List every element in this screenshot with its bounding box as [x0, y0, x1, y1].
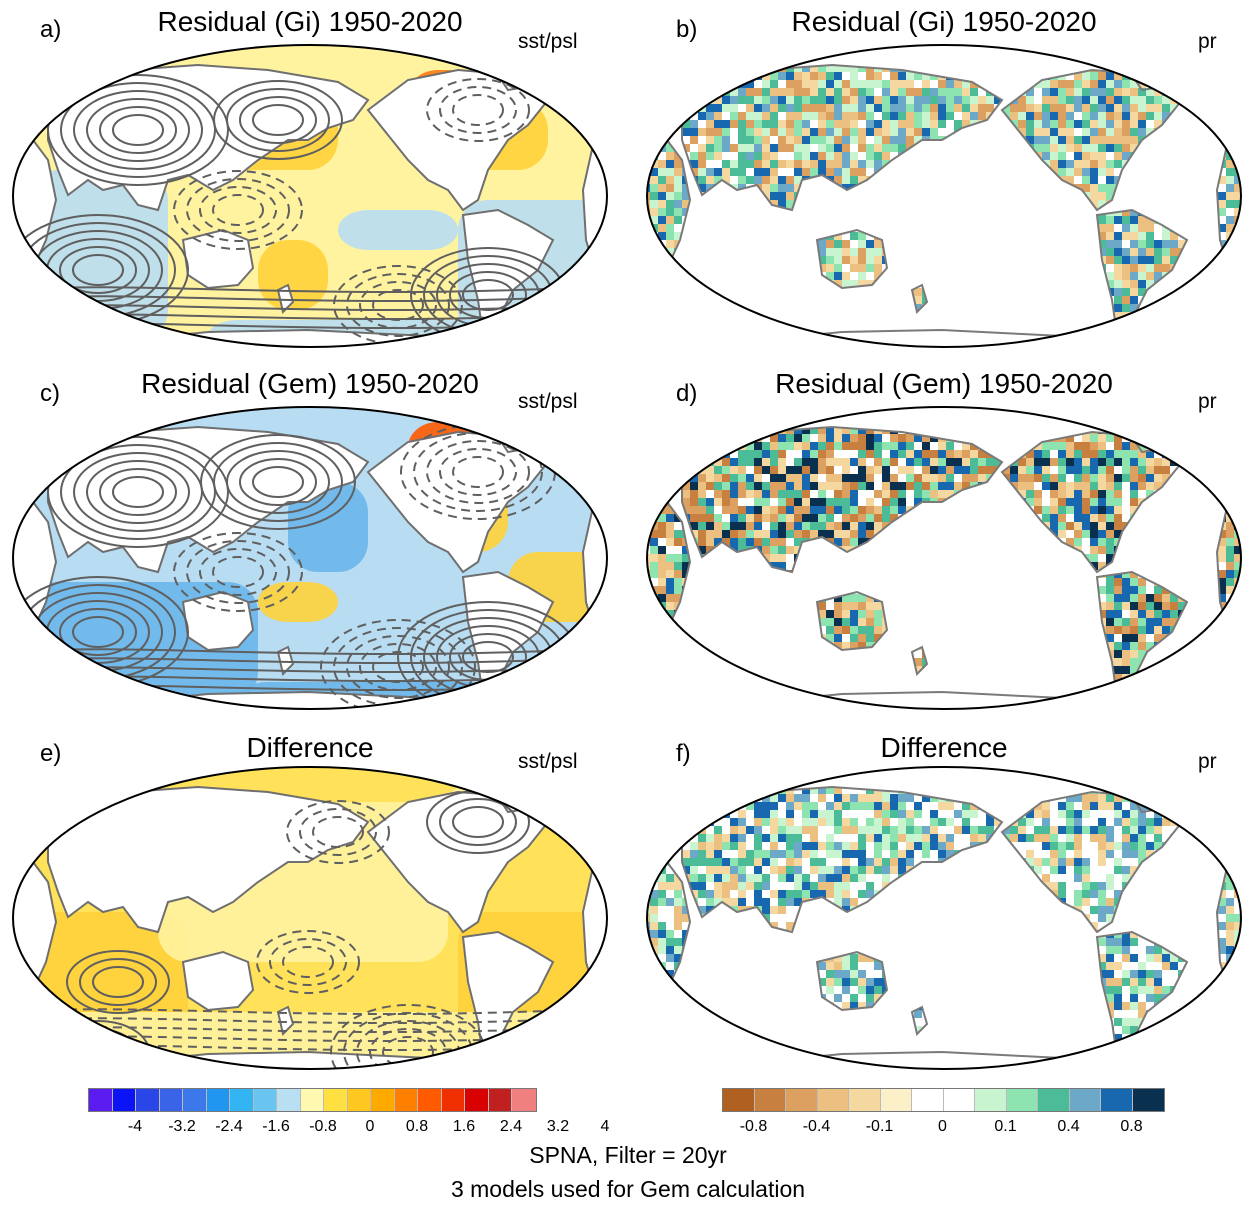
colorbar-swatch — [371, 1089, 395, 1111]
colorbar-swatch — [512, 1089, 536, 1111]
colorbar-swatch — [206, 1089, 230, 1111]
panel-letter: b) — [676, 16, 698, 43]
colorbar-swatch — [159, 1089, 183, 1111]
colorbar-tick-label: -0.1 — [865, 1118, 894, 1135]
colorbar-tick-label: 0.8 — [405, 1118, 429, 1135]
colorbar-swatch — [1101, 1089, 1133, 1111]
colorbar-swatch — [465, 1089, 489, 1111]
panel-variable: sst/psl — [518, 390, 578, 413]
pr-map — [645, 406, 1243, 710]
colorbar-tick-label: 0.4 — [1057, 1118, 1080, 1135]
colorbar-swatch — [880, 1089, 912, 1111]
colorbar-swatch — [723, 1089, 755, 1111]
colorbar-swatch — [817, 1089, 849, 1111]
panel-letter: d) — [676, 380, 698, 407]
colorbar-swatch — [347, 1089, 371, 1111]
sst-colorbar — [88, 1088, 537, 1112]
colorbar-swatch — [1038, 1089, 1070, 1111]
panel-title: Difference — [880, 732, 1008, 763]
panel-letter: e) — [40, 740, 62, 767]
panel-title: Residual (Gi) 1950-2020 — [157, 6, 463, 37]
colorbar-swatch — [394, 1089, 418, 1111]
colorbar-swatch — [136, 1089, 160, 1111]
panel-variable: pr — [1198, 750, 1217, 773]
colorbar-swatch — [943, 1089, 975, 1111]
sst-psl-map — [11, 44, 609, 348]
colorbar-swatch — [277, 1089, 301, 1111]
colorbar-tick-label: 1.6 — [452, 1118, 476, 1135]
footer-line-1: SPNA, Filter = 20yr — [529, 1142, 727, 1168]
colorbar-tick-label: -0.8 — [739, 1118, 768, 1135]
colorbar-swatch — [253, 1089, 277, 1111]
pr-map — [645, 766, 1243, 1070]
colorbar-swatch — [230, 1089, 254, 1111]
panel-title: Residual (Gi) 1950-2020 — [791, 6, 1097, 37]
colorbar-tick-label: 4 — [600, 1118, 610, 1135]
colorbar-tick-label: -1.6 — [262, 1118, 290, 1135]
colorbar-swatch — [1006, 1089, 1038, 1111]
colorbar-swatch — [441, 1089, 465, 1111]
colorbar-swatch — [786, 1089, 818, 1111]
pr-map — [645, 44, 1243, 348]
sst-psl-map — [11, 766, 609, 1070]
panel-title: Difference — [246, 732, 374, 763]
sst-psl-map — [11, 406, 609, 710]
colorbar-tick-label: 3.2 — [546, 1118, 570, 1135]
colorbar-swatch — [183, 1089, 207, 1111]
colorbar-tick-label: 0.8 — [1120, 1118, 1143, 1135]
colorbar-swatch — [112, 1089, 136, 1111]
colorbar-swatch — [849, 1089, 881, 1111]
panel-variable: pr — [1198, 390, 1217, 413]
colorbar-swatch — [1069, 1089, 1101, 1111]
panel-title: Residual (Gem) 1950-2020 — [775, 368, 1113, 399]
colorbar-swatch — [89, 1089, 113, 1111]
colorbar-swatch — [975, 1089, 1007, 1111]
colorbar-swatch — [754, 1089, 786, 1111]
colorbar-swatch — [418, 1089, 442, 1111]
colorbar-tick-label: -3.2 — [168, 1118, 196, 1135]
colorbar-swatch — [1132, 1089, 1164, 1111]
panel-variable: pr — [1198, 30, 1217, 53]
colorbar-tick-label: 0.1 — [994, 1118, 1017, 1135]
colorbar-tick-label: 0 — [938, 1118, 947, 1135]
panel-letter: c) — [40, 380, 60, 407]
colorbar-tick-label: 2.4 — [499, 1118, 523, 1135]
footer-line-2: 3 models used for Gem calculation — [450, 1176, 806, 1202]
colorbar-tick-label: -2.4 — [215, 1118, 243, 1135]
panel-title: Residual (Gem) 1950-2020 — [141, 368, 479, 399]
colorbar-tick-label: 0 — [365, 1118, 375, 1135]
colorbar-swatch — [488, 1089, 512, 1111]
colorbar-tick-label: -0.4 — [802, 1118, 831, 1135]
colorbar-tick-label: -4 — [127, 1118, 143, 1135]
colorbar-swatch — [912, 1089, 944, 1111]
colorbar-swatch — [324, 1089, 348, 1111]
panel-variable: sst/psl — [518, 750, 578, 773]
panel-variable: sst/psl — [518, 30, 578, 53]
colorbar-tick-label: -0.8 — [309, 1118, 337, 1135]
panel-letter: f) — [676, 740, 691, 767]
colorbar-swatch — [300, 1089, 324, 1111]
panel-letter: a) — [40, 16, 62, 43]
pr-colorbar — [722, 1088, 1165, 1112]
